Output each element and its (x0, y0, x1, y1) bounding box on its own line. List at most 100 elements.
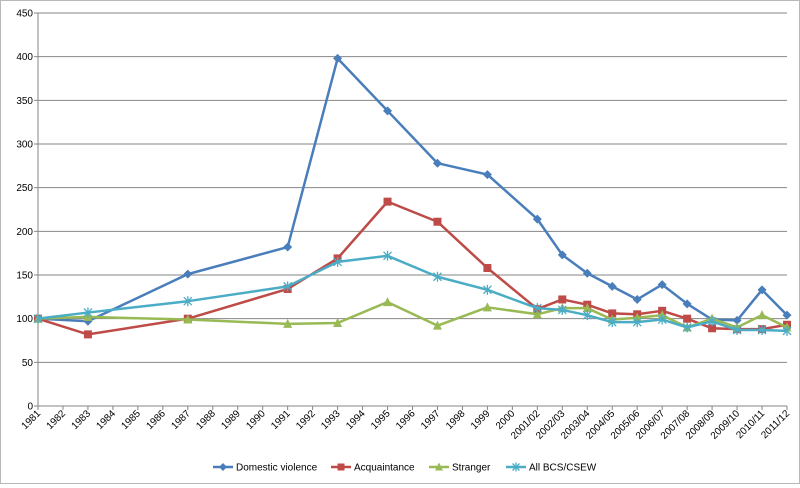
data-point (557, 304, 567, 315)
data-point (582, 268, 592, 278)
x-tick-label: 1995 (369, 408, 393, 432)
x-tick-label: 1986 (144, 408, 168, 432)
legend-item: All BCS/CSEW (506, 462, 597, 474)
data-point (83, 330, 92, 339)
data-point (782, 325, 792, 336)
data-point (582, 310, 592, 321)
x-tick-label: 1985 (119, 408, 143, 432)
data-point (482, 302, 492, 312)
data-point (283, 242, 293, 252)
legend-marker (435, 462, 443, 471)
data-point (757, 325, 767, 336)
data-point (283, 281, 293, 292)
data-point (482, 284, 492, 295)
data-point (432, 320, 442, 330)
data-point (632, 294, 642, 304)
x-tick-label: 1984 (95, 408, 119, 432)
data-point (757, 285, 767, 295)
data-point (682, 322, 692, 333)
legend-item: Acquaintance (331, 463, 415, 474)
data-point (83, 307, 93, 318)
y-tick-label: 200 (16, 227, 33, 238)
data-point (333, 53, 343, 63)
data-point (183, 314, 193, 324)
data-point (557, 250, 567, 260)
data-point (532, 309, 542, 319)
legend-marker (219, 463, 227, 471)
x-tick-label: 1998 (444, 408, 468, 432)
data-point (732, 325, 742, 336)
data-point (608, 309, 617, 318)
data-point (433, 217, 442, 226)
x-tick-label: 1992 (294, 408, 318, 432)
y-axis: 0 50 100 150 200 250 300 350 400 450 (16, 9, 39, 413)
x-tick-label: 1981 (20, 408, 44, 432)
x-tick-label: 1988 (194, 408, 218, 432)
data-point (732, 315, 742, 325)
series-line-domestic-violence (37, 57, 788, 323)
legend-label: Domestic violence (236, 463, 318, 474)
legend-label: Stranger (452, 463, 491, 474)
data-point (183, 296, 193, 307)
x-tick-label: 1983 (70, 408, 94, 432)
x-tick-label: 1982 (45, 408, 69, 432)
data-point (383, 250, 392, 261)
legend-marker (337, 463, 345, 471)
legend-item: Stranger (429, 462, 491, 474)
y-tick-label: 400 (16, 52, 33, 63)
data-point (657, 280, 667, 290)
data-point (532, 303, 542, 314)
data-point (383, 297, 393, 307)
data-point (433, 271, 442, 282)
y-tick-label: 100 (16, 314, 33, 325)
legend-marker (512, 462, 520, 472)
data-point (383, 197, 392, 206)
x-axis: 1981 1982 1983 1984 1985 1986 1987 1988 1989 1990… (20, 405, 792, 442)
gridlines (38, 12, 787, 363)
data-point (707, 316, 717, 327)
data-point (482, 170, 492, 180)
data-point (183, 269, 193, 279)
data-point (782, 310, 792, 320)
x-tick-label: 1994 (344, 408, 368, 432)
y-tick-label: 0 (27, 402, 33, 413)
data-point (607, 317, 617, 328)
series-domestic-violence (33, 53, 792, 326)
data-point (333, 256, 343, 267)
x-tick-label: 2011/12 (759, 408, 792, 441)
data-point (333, 318, 343, 328)
y-tick-label: 350 (16, 96, 33, 107)
legend-label: Acquaintance (354, 463, 415, 474)
data-point (532, 214, 542, 224)
legend-label: All BCS/CSEW (529, 463, 597, 474)
y-tick-label: 300 (16, 140, 33, 151)
y-tick-label: 250 (16, 183, 33, 194)
series-group (33, 53, 792, 339)
x-tick-label: 1991 (269, 408, 293, 432)
data-point (708, 324, 717, 333)
data-point (682, 299, 692, 309)
y-tick-label: 50 (22, 358, 34, 369)
x-tick-label: 1987 (169, 408, 193, 432)
data-point (558, 295, 567, 304)
data-point (283, 318, 293, 328)
x-tick-label: 1996 (394, 408, 418, 432)
y-tick-label: 150 (16, 271, 33, 282)
data-point (582, 303, 592, 313)
data-point (632, 317, 642, 328)
series-all-bcs-csew (33, 250, 792, 336)
data-point (383, 106, 393, 116)
y-tick-label: 450 (16, 9, 33, 20)
data-point (607, 281, 617, 291)
x-tick-label: 1993 (319, 408, 343, 432)
x-tick-label: 1989 (219, 408, 243, 432)
x-tick-label: 1999 (469, 408, 493, 432)
data-point (683, 314, 692, 323)
data-point (657, 314, 667, 325)
data-point (33, 313, 43, 324)
data-point (757, 310, 767, 320)
x-tick-label: 1990 (244, 408, 268, 432)
legend: Domestic violence Acquaintance Stranger All… (213, 462, 597, 474)
